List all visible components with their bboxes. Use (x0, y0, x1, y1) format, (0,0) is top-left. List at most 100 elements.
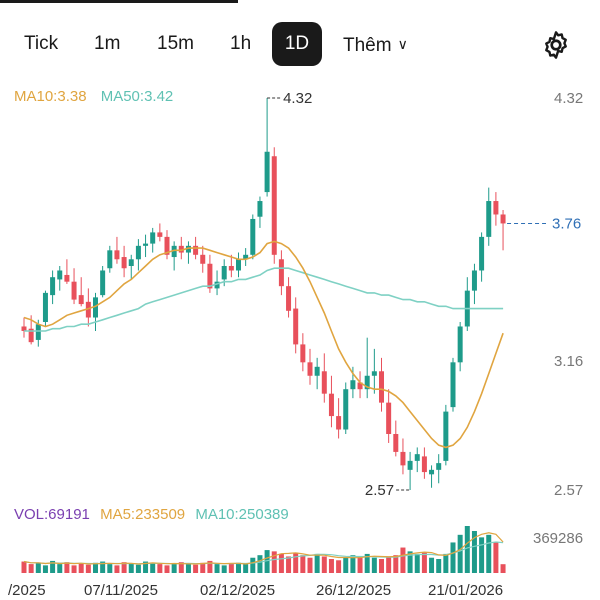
ma10-line (23, 240, 504, 449)
volume-bar (135, 564, 141, 573)
candle-body (157, 232, 163, 237)
candle-body (278, 259, 284, 287)
price-axis-tick: 3.16 (554, 353, 584, 370)
volume-bar (321, 556, 327, 573)
volume-bar (464, 526, 470, 573)
candle-body (393, 434, 399, 452)
last-price-label: 3.76 (552, 215, 581, 232)
volume-bar (228, 563, 234, 573)
candle-body (107, 250, 113, 269)
volume-bar (278, 553, 284, 573)
volume-bar (364, 553, 370, 573)
volume-bar (450, 542, 456, 573)
volume-bar (386, 556, 392, 573)
candle-body (143, 243, 149, 246)
volume-ma5-line (23, 532, 504, 565)
tab-1m[interactable]: 1m (94, 33, 121, 54)
candle-body (150, 232, 156, 244)
candle-body (493, 201, 499, 215)
top-progress-line (0, 0, 238, 3)
volume-bar (250, 557, 256, 573)
candle-body (293, 308, 299, 345)
ma50-label: MA50:3.42 (100, 88, 174, 105)
volume-bar (436, 559, 442, 573)
candle-body (78, 295, 84, 305)
candle-body (314, 366, 320, 376)
tab-more-label: Thêm (343, 35, 392, 56)
candle-body (100, 270, 106, 296)
volume-bar (243, 564, 249, 573)
candle-body (321, 371, 327, 394)
volume-bar (271, 551, 277, 573)
volume-bar (286, 556, 292, 573)
volume-bar (42, 565, 48, 573)
volume-bar (407, 551, 413, 573)
volume-bar (486, 534, 492, 573)
volume-bar (178, 562, 184, 573)
x-axis-date: 26/12/2025 (316, 582, 392, 599)
candle-body (121, 257, 127, 269)
candle-body (450, 362, 456, 408)
volume-bar (93, 562, 98, 573)
candle-body (171, 245, 177, 258)
volume-bar (200, 562, 206, 573)
volume-bar (157, 564, 163, 573)
candle-body (257, 201, 263, 217)
candle-body (164, 236, 170, 255)
settings-gear-icon[interactable] (540, 29, 572, 61)
ma50-line (24, 267, 504, 332)
candle-body (443, 411, 449, 461)
volume-bar (114, 565, 120, 573)
ma-legend: MA10:3.38 MA50:3.42 (14, 88, 183, 105)
volume-bar (379, 559, 384, 573)
candle-body (185, 245, 191, 253)
volume-bar (357, 556, 363, 573)
volume-bar (185, 564, 191, 573)
candle-body (386, 402, 392, 434)
ma10-label: MA10:3.38 (14, 88, 87, 105)
volume-bar (128, 563, 134, 573)
price-axis-tick: 2.57 (554, 482, 584, 499)
candle-body (178, 245, 184, 253)
tab-15m[interactable]: 15m (157, 33, 194, 54)
volume-axis-tick: 369286 (533, 530, 584, 547)
candle-body (486, 201, 492, 237)
vol-label: VOL:69191 (14, 506, 90, 523)
volume-bar (457, 534, 463, 573)
volume-bar (393, 555, 399, 573)
volume-bar (193, 564, 199, 573)
candle-body (350, 380, 356, 390)
volume-bar (300, 555, 306, 573)
volume-bar (264, 550, 270, 573)
candle-body (286, 286, 292, 311)
candle-body (50, 277, 56, 296)
high-price-annotation: 4.32 (283, 90, 312, 107)
volume-bar (479, 537, 485, 573)
tab-tick[interactable]: Tick (24, 33, 59, 54)
candle-body (93, 297, 98, 318)
candle-body (128, 259, 134, 266)
candle-body (221, 266, 227, 280)
volume-bar (500, 564, 506, 573)
volume-bar (121, 562, 127, 573)
tab-more[interactable]: Thêm ∨ (343, 22, 408, 66)
volume-bar (50, 560, 56, 573)
candle-body (414, 454, 420, 461)
candle-body (57, 270, 63, 280)
low-price-annotation: 2.57 (365, 482, 394, 499)
volume-bar (107, 564, 113, 573)
candle-body (357, 382, 363, 390)
volume-bar (471, 531, 477, 573)
vol-ma10-label: MA10:250389 (195, 506, 289, 523)
vol-ma5-label: MA5:233509 (100, 506, 186, 523)
candle-body (28, 328, 34, 343)
tab-1d[interactable]: 1D (272, 22, 322, 66)
volume-bar (421, 552, 427, 573)
timeframe-tabs: Tick 1m 15m 1h 1D Thêm ∨ (0, 22, 600, 66)
candle-body (479, 236, 485, 271)
volume-bar (336, 560, 342, 573)
volume-bar (350, 555, 356, 573)
tab-1h[interactable]: 1h (230, 33, 252, 54)
price-axis-tick: 4.32 (554, 90, 584, 107)
